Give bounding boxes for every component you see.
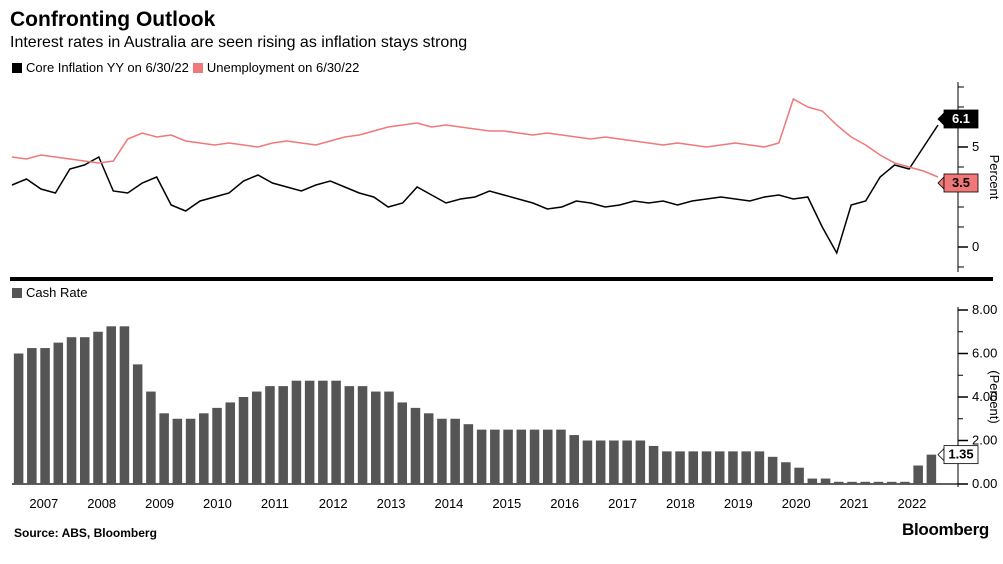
x-tick-label: 2015 xyxy=(492,496,521,511)
x-axis-labels: 2007 2008 2009 2010 2011 2012 2013 2014 2015 2016… xyxy=(10,496,950,516)
svg-text:5: 5 xyxy=(972,139,979,154)
legend-item-inflation: Core Inflation YY on 6/30/22 xyxy=(12,60,189,75)
top-plot: 05Percent6.13.5 xyxy=(10,77,993,277)
svg-text:6.00: 6.00 xyxy=(972,346,997,361)
x-tick-label: 2013 xyxy=(377,496,406,511)
x-tick-label: 2018 xyxy=(666,496,695,511)
legend-swatch-unemployment xyxy=(193,63,203,73)
source-text: Source: ABS, Bloomberg xyxy=(14,526,157,540)
svg-text:6.1: 6.1 xyxy=(952,111,970,126)
svg-text:0.00: 0.00 xyxy=(972,476,997,491)
svg-text:8.00: 8.00 xyxy=(972,302,997,317)
x-tick-label: 2012 xyxy=(319,496,348,511)
legend-label-cashrate: Cash Rate xyxy=(26,285,87,300)
bottom-plot: 0.002.004.006.008.00(Percent)1.35 xyxy=(10,302,993,492)
top-legend: Core Inflation YY on 6/30/22 Unemploymen… xyxy=(10,60,993,75)
x-tick-label: 2019 xyxy=(724,496,753,511)
x-tick-label: 2022 xyxy=(897,496,926,511)
legend-label-unemployment: Unemployment on 6/30/22 xyxy=(207,60,359,75)
x-tick-label: 2011 xyxy=(261,496,289,511)
x-tick-label: 2021 xyxy=(840,496,869,511)
bottom-legend: Cash Rate xyxy=(10,285,993,300)
x-tick-label: 2010 xyxy=(203,496,232,511)
legend-swatch-inflation xyxy=(12,63,22,73)
svg-text:(Percent): (Percent) xyxy=(987,370,1002,423)
chart-footer: Source: ABS, Bloomberg Bloomberg xyxy=(10,520,993,540)
brand-text: Bloomberg xyxy=(902,520,989,540)
svg-text:3.5: 3.5 xyxy=(952,175,970,190)
svg-text:0: 0 xyxy=(972,239,979,254)
legend-swatch-cashrate xyxy=(12,288,22,298)
x-tick-label: 2017 xyxy=(608,496,637,511)
x-tick-label: 2020 xyxy=(782,496,811,511)
x-tick-label: 2008 xyxy=(87,496,116,511)
panel-divider xyxy=(10,277,993,281)
x-tick-label: 2009 xyxy=(145,496,174,511)
x-tick-label: 2007 xyxy=(29,496,58,511)
svg-text:Percent: Percent xyxy=(987,155,1002,200)
chart-container: Confronting Outlook Interest rates in Au… xyxy=(0,0,1003,564)
legend-label-inflation: Core Inflation YY on 6/30/22 xyxy=(26,60,189,75)
x-tick-label: 2014 xyxy=(434,496,463,511)
legend-item-cashrate: Cash Rate xyxy=(12,285,87,300)
chart-title: Confronting Outlook xyxy=(10,8,993,32)
legend-item-unemployment: Unemployment on 6/30/22 xyxy=(193,60,359,75)
svg-text:1.35: 1.35 xyxy=(948,447,973,462)
x-tick-label: 2016 xyxy=(550,496,579,511)
chart-subtitle: Interest rates in Australia are seen ris… xyxy=(10,34,993,52)
